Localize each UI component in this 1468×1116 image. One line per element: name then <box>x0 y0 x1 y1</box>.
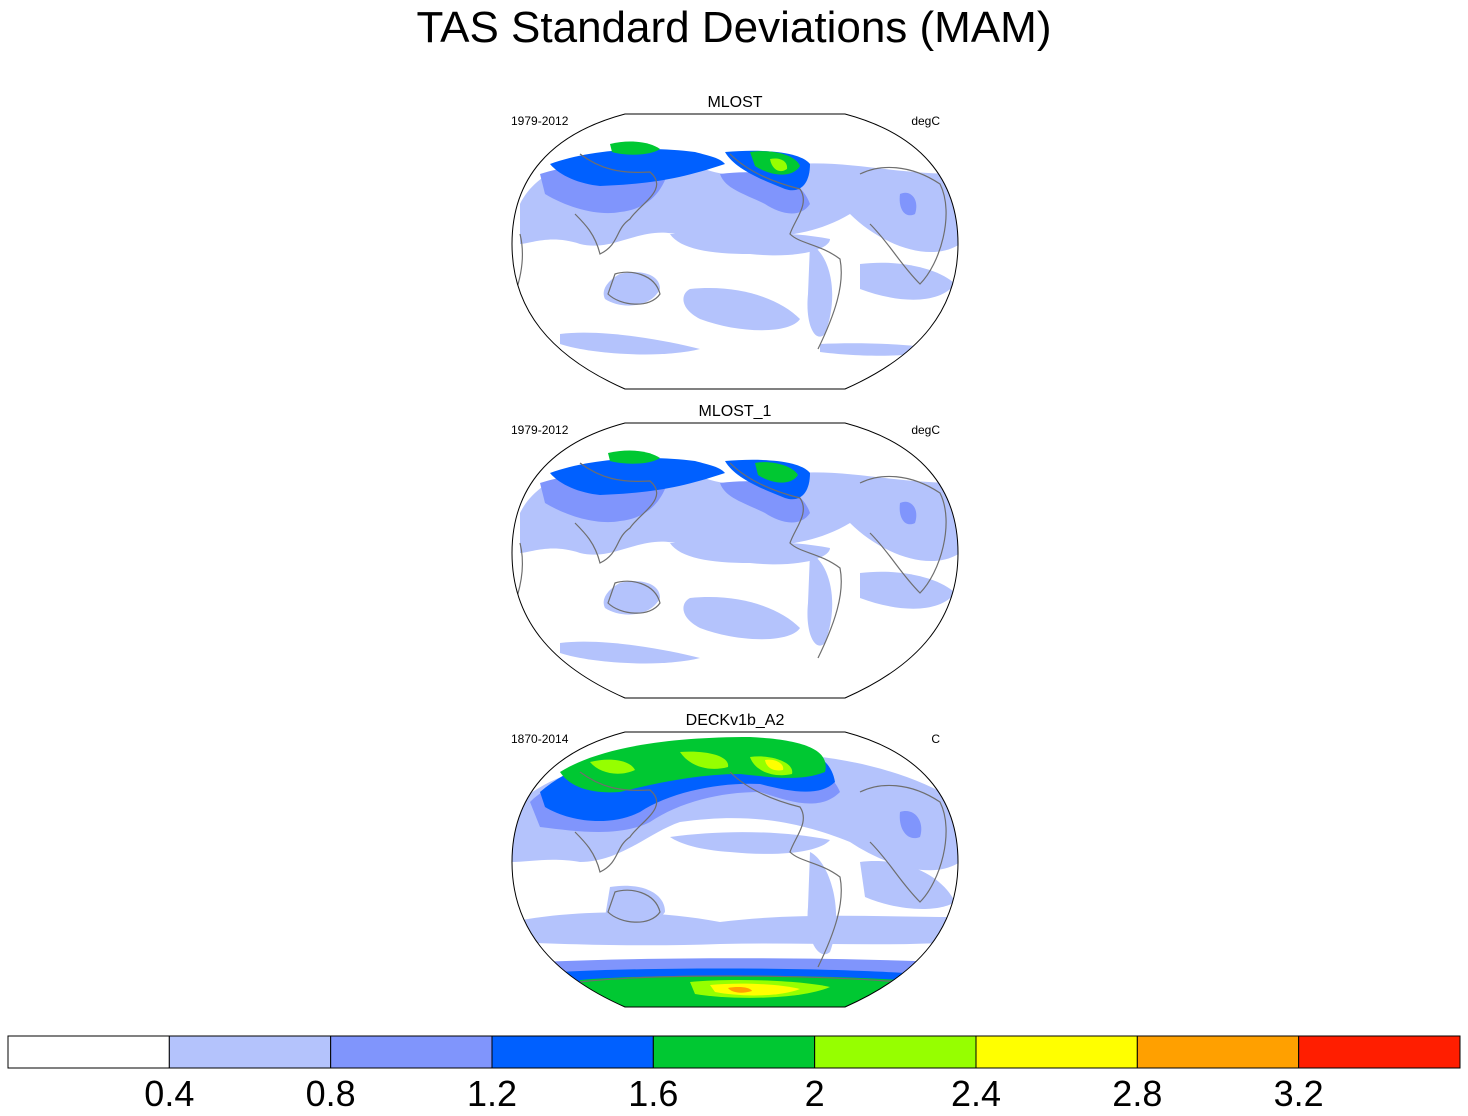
colorbar-box <box>814 1035 977 1069</box>
colorbar-box <box>168 1035 332 1069</box>
colorbar-tick-label: 0.4 <box>144 1073 194 1114</box>
figure-title: TAS Standard Deviations (MAM) <box>416 3 1052 52</box>
panel-units: C <box>931 732 940 746</box>
colorbar-tick-label: 0.8 <box>306 1073 356 1114</box>
panel-units: degC <box>911 114 940 128</box>
contour-fill <box>512 423 958 698</box>
colorbar-labels: 0.4 0.8 1.2 1.6 2 2.4 2.8 3.2 <box>144 1073 1323 1114</box>
colorbar-box <box>1136 1035 1300 1069</box>
panel-units: degC <box>911 423 940 437</box>
colorbar-box <box>7 1035 170 1069</box>
coastlines <box>574 771 947 983</box>
map-plot <box>511 731 959 1008</box>
panel-title: MLOST <box>707 94 763 111</box>
panel-title: DECKv1b_A2 <box>685 712 785 729</box>
colorbar-tick-label: 1.2 <box>467 1073 517 1114</box>
colorbar-tick-label: 2.8 <box>1112 1073 1162 1114</box>
map-border <box>511 422 959 699</box>
colorbar: 0.4 0.8 1.2 1.6 2 2.4 2.8 3.2 <box>7 1035 1461 1114</box>
contour-fill <box>512 114 958 389</box>
map-border <box>511 731 959 1008</box>
colorbar-tick-label: 3.2 <box>1274 1073 1324 1114</box>
colorbar-box <box>652 1035 816 1069</box>
colorbar-box <box>975 1035 1138 1069</box>
colorbar-tick-label: 1.6 <box>628 1073 678 1114</box>
colorbar-boxes <box>7 1035 1461 1069</box>
colorbar-box <box>1298 1035 1461 1069</box>
map-panel-deckv1b-a2: DECKv1b_A2 1870-2014 C <box>500 712 970 1012</box>
panel-period: 1979-2012 <box>511 423 569 437</box>
map-plot <box>511 113 959 390</box>
colorbar-tick-label: 2.4 <box>951 1073 1001 1114</box>
panel-period: 1979-2012 <box>511 114 569 128</box>
colorbar-tick-label: 2 <box>805 1073 825 1114</box>
panel-title: MLOST_1 <box>698 403 772 420</box>
colorbar-box <box>491 1035 654 1069</box>
coastlines <box>514 462 947 659</box>
map-plot <box>511 422 959 699</box>
colorbar-box <box>330 1035 493 1069</box>
map-panel-mlost-1: MLOST_1 1979-2012 degC <box>500 403 970 703</box>
panel-period: 1870-2014 <box>511 732 569 746</box>
map-panel-mlost: MLOST 1979-2012 degC <box>500 94 970 394</box>
map-border <box>511 113 959 390</box>
contour-fill <box>512 732 958 1007</box>
